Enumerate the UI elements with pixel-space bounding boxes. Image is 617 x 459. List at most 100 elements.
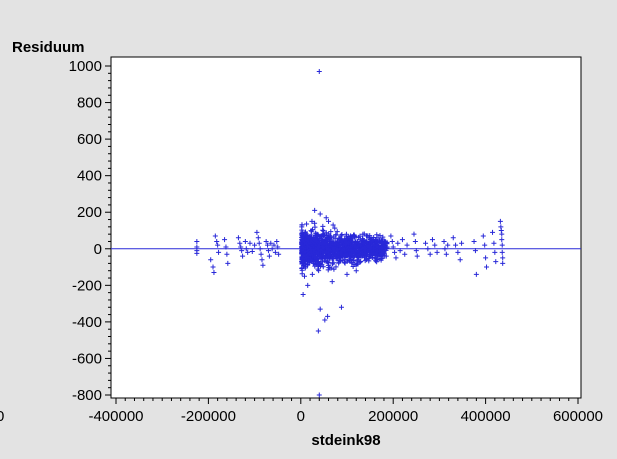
data-point: [245, 249, 251, 255]
data-point: [390, 244, 396, 250]
data-point: [239, 248, 245, 254]
y-tick-label: 400: [77, 168, 102, 185]
data-point: [425, 246, 431, 252]
data-point: [361, 245, 367, 251]
data-point: [324, 232, 330, 238]
data-point: [366, 244, 372, 250]
data-point: [379, 240, 385, 246]
data-point: [333, 232, 339, 238]
data-point: [300, 291, 306, 297]
y-tick-label: -400: [72, 314, 102, 331]
y-axis-title: Residuum: [12, 39, 85, 56]
data-point: [327, 248, 333, 254]
data-point: [334, 229, 340, 235]
data-point: [366, 258, 372, 264]
data-point: [499, 242, 505, 248]
data-point: [315, 328, 321, 334]
data-point: [316, 68, 322, 74]
data-point: [332, 225, 338, 231]
data-point: [363, 239, 369, 245]
y-tick-label: 200: [77, 204, 102, 221]
data-point: [225, 260, 231, 266]
data-point: [491, 240, 497, 246]
plot-area: [110, 56, 582, 399]
data-point: [323, 246, 329, 252]
data-point: [412, 238, 418, 244]
data-point: [356, 241, 362, 247]
data-point: [317, 211, 323, 217]
data-point: [434, 249, 440, 255]
data-point: [389, 238, 395, 244]
data-point: [316, 261, 322, 267]
data-point: [375, 235, 381, 241]
data-point: [314, 250, 320, 256]
data-point: [301, 273, 307, 279]
data-point: [395, 240, 401, 246]
data-point: [330, 222, 336, 228]
x-tick-label: -400000: [88, 408, 143, 425]
data-point: [332, 252, 338, 258]
x-tick-label: 200000: [368, 408, 418, 425]
data-point: [345, 253, 351, 259]
data-point: [307, 256, 313, 262]
y-tick-label: 1000: [69, 58, 102, 75]
data-point: [275, 244, 281, 250]
data-point: [240, 253, 246, 259]
data-point: [223, 244, 229, 250]
data-point: [372, 250, 378, 256]
x-tick-label: 600000: [553, 408, 603, 425]
data-point: [316, 392, 322, 398]
data-point: [212, 233, 218, 239]
data-point: [360, 231, 366, 237]
data-point: [493, 259, 499, 265]
data-point: [194, 238, 200, 244]
data-point: [210, 264, 216, 270]
data-point: [326, 253, 332, 259]
data-point: [336, 257, 342, 263]
data-point: [305, 282, 311, 288]
data-point: [243, 246, 249, 252]
data-point: [260, 262, 266, 268]
data-point: [443, 251, 449, 257]
data-point: [500, 255, 506, 261]
data-point: [319, 244, 325, 250]
data-point: [353, 268, 359, 274]
data-point: [453, 242, 459, 248]
data-point: [353, 262, 359, 268]
data-point: [303, 241, 309, 247]
data-point: [311, 254, 317, 260]
data-point: [308, 252, 314, 258]
data-point: [372, 238, 378, 244]
data-point: [309, 218, 315, 224]
data-point: [276, 251, 282, 257]
x-axis-title: stdeink98: [311, 432, 380, 449]
data-point: [314, 245, 320, 251]
data-point: [315, 232, 321, 238]
data-points: [194, 68, 506, 398]
data-point: [457, 257, 463, 263]
data-point: [378, 245, 384, 251]
data-point: [349, 238, 355, 244]
data-point: [304, 221, 310, 227]
data-point: [357, 247, 363, 253]
data-point: [379, 241, 385, 247]
data-point: [312, 220, 318, 226]
data-point: [338, 233, 344, 239]
data-point: [349, 260, 355, 266]
data-point: [414, 253, 420, 259]
data-point: [345, 240, 351, 246]
data-point: [499, 237, 505, 243]
data-point: [326, 218, 332, 224]
data-point: [351, 257, 357, 263]
data-point: [374, 232, 380, 238]
x-tick-label: 0: [297, 408, 305, 425]
data-point: [222, 237, 228, 243]
data-point: [311, 240, 317, 246]
data-point: [299, 234, 305, 240]
data-point: [274, 238, 280, 244]
data-point: [429, 237, 435, 243]
y-tick-labels: -800 -600 -400 -200 0 200 400 600 800 1000: [69, 58, 102, 404]
data-point: [263, 238, 269, 244]
data-point: [331, 266, 337, 272]
